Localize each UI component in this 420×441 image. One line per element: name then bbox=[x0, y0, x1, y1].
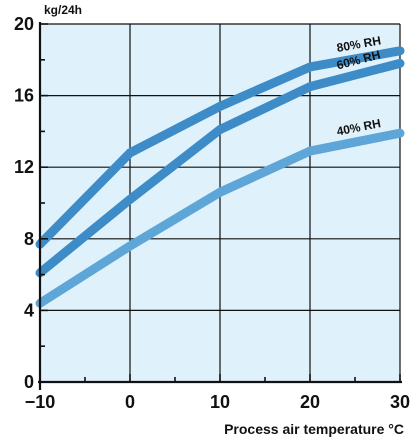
series-line-1 bbox=[35, 58, 405, 278]
x-tick-label: −10 bbox=[25, 392, 56, 412]
y-tick-label: 16 bbox=[14, 86, 34, 106]
axes bbox=[38, 22, 402, 390]
x-tick-label: 0 bbox=[125, 392, 135, 412]
y-tick-label: 0 bbox=[24, 372, 34, 392]
y-tick-label: 8 bbox=[24, 229, 34, 249]
x-axis-title: Process air temperature °C bbox=[224, 421, 404, 437]
y-axis-unit-label: kg/24h bbox=[44, 3, 82, 17]
series-lines bbox=[35, 46, 405, 308]
y-tick-label: 20 bbox=[14, 14, 34, 34]
x-tick-label: 20 bbox=[300, 392, 320, 412]
x-tick-label: 10 bbox=[210, 392, 230, 412]
y-tick-label: 12 bbox=[14, 157, 34, 177]
series-line-2 bbox=[35, 128, 405, 308]
x-tick-label: 30 bbox=[390, 392, 410, 412]
series-line-0 bbox=[35, 46, 405, 249]
y-tick-label: 4 bbox=[24, 300, 34, 320]
